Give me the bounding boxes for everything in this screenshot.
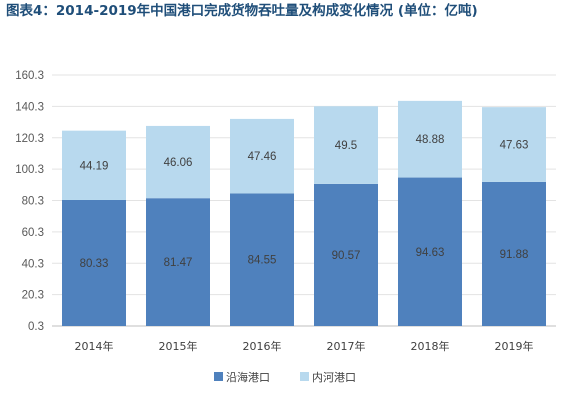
x-tick-label: 2017年 <box>327 339 366 353</box>
y-tick-label: 100.3 <box>15 164 44 176</box>
data-label: 94.63 <box>416 247 445 259</box>
data-label: 90.57 <box>332 250 361 262</box>
y-tick-label: 140.3 <box>15 101 44 113</box>
chart-title: 图表4：2014-2019年中国港口完成货物吞吐量及构成变化情况 (单位：亿吨) <box>6 3 478 19</box>
data-label: 49.5 <box>335 140 357 152</box>
y-tick-label: 60.3 <box>22 227 44 239</box>
y-tick-label: 40.3 <box>22 258 44 270</box>
x-tick-label: 2019年 <box>495 339 534 353</box>
bar-inland <box>62 130 126 200</box>
gridlines <box>52 74 556 327</box>
legend-item-inland: 内河港口 <box>300 370 356 384</box>
legend-item-coastal: 沿海港口 <box>214 370 270 384</box>
y-tick-label: 0.3 <box>28 321 44 333</box>
y-axis-ticks: 0.3 20.3 40.3 60.3 80.3 100.3 120.3 140.3 160.3 <box>15 70 44 333</box>
legend-swatch <box>300 372 309 381</box>
x-axis: 2014年 2015年 2016年 2017年 2018年 2019年 <box>75 339 534 353</box>
bar-inland <box>314 106 378 184</box>
data-label: 84.55 <box>248 255 277 267</box>
legend-swatch <box>214 372 223 381</box>
y-tick-label: 160.3 <box>15 70 44 82</box>
bar-coastal <box>230 193 294 326</box>
data-label: 80.33 <box>80 258 109 270</box>
data-label: 91.88 <box>500 249 529 261</box>
y-tick-label: 120.3 <box>15 133 44 145</box>
bar-coastal <box>146 198 210 326</box>
x-tick-label: 2014年 <box>75 339 114 353</box>
data-label: 48.88 <box>416 134 445 146</box>
bar-inland <box>398 100 462 178</box>
bar-coastal <box>482 181 546 326</box>
x-tick-label: 2015年 <box>159 339 198 353</box>
bars <box>62 100 546 326</box>
x-tick-label: 2018年 <box>411 339 450 353</box>
legend-label: 沿海港口 <box>226 370 270 384</box>
y-tick-label: 80.3 <box>22 196 44 208</box>
legend: 沿海港口 内河港口 <box>214 370 356 384</box>
data-label: 81.47 <box>164 257 193 269</box>
data-label: 44.19 <box>80 160 109 172</box>
bar-inland <box>230 118 294 194</box>
data-labels: 80.33 44.19 81.47 46.06 84.55 47.46 90.57 49.5 9… <box>80 134 529 270</box>
legend-label: 内河港口 <box>312 370 356 384</box>
data-label: 47.63 <box>500 140 529 152</box>
data-label: 46.06 <box>164 157 193 169</box>
x-tick-label: 2016年 <box>243 339 282 353</box>
data-label: 47.46 <box>248 151 277 163</box>
y-tick-label: 20.3 <box>22 290 44 302</box>
bar-coastal <box>398 177 462 326</box>
bar-inland <box>482 107 546 182</box>
bar-coastal <box>314 183 378 326</box>
bar-inland <box>146 125 210 199</box>
bar-coastal <box>62 199 126 326</box>
